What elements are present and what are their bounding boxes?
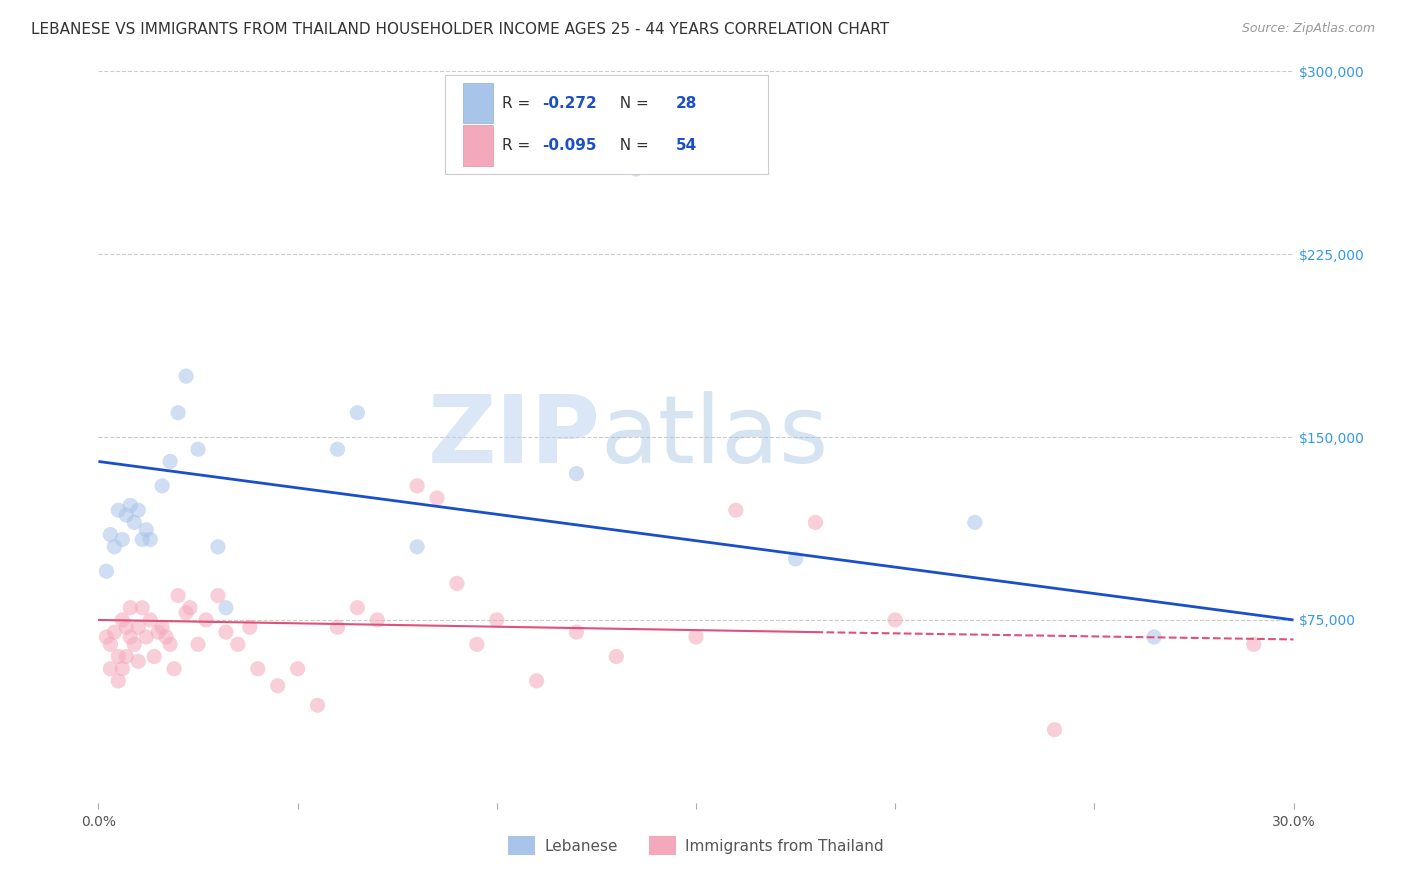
Point bbox=[685, 630, 707, 644]
Point bbox=[179, 600, 201, 615]
Point bbox=[605, 649, 627, 664]
Point bbox=[526, 673, 548, 688]
Point bbox=[115, 508, 138, 522]
Point bbox=[135, 523, 157, 537]
Text: R =: R = bbox=[502, 95, 536, 111]
Text: LEBANESE VS IMMIGRANTS FROM THAILAND HOUSEHOLDER INCOME AGES 25 - 44 YEARS CORRE: LEBANESE VS IMMIGRANTS FROM THAILAND HOU… bbox=[31, 22, 889, 37]
Point bbox=[111, 533, 134, 547]
Point bbox=[346, 406, 368, 420]
Point bbox=[287, 662, 309, 676]
Point bbox=[159, 454, 181, 468]
Point bbox=[207, 589, 229, 603]
Point bbox=[406, 479, 429, 493]
Point bbox=[963, 516, 986, 530]
Point bbox=[127, 654, 149, 668]
Text: N =: N = bbox=[610, 138, 654, 153]
Point bbox=[724, 503, 747, 517]
Point bbox=[366, 613, 388, 627]
Point bbox=[127, 503, 149, 517]
Point bbox=[167, 406, 190, 420]
Point bbox=[131, 533, 153, 547]
Point bbox=[804, 516, 827, 530]
Point bbox=[326, 442, 349, 457]
Point bbox=[143, 649, 166, 664]
Point bbox=[215, 600, 238, 615]
Point bbox=[1043, 723, 1066, 737]
Point bbox=[246, 662, 269, 676]
Point bbox=[215, 625, 238, 640]
Point bbox=[115, 620, 138, 634]
Point bbox=[111, 662, 134, 676]
Point bbox=[195, 613, 218, 627]
Point bbox=[155, 630, 177, 644]
Point bbox=[159, 637, 181, 651]
Point bbox=[98, 527, 122, 541]
Point bbox=[124, 516, 146, 530]
Point bbox=[124, 637, 146, 651]
Point bbox=[163, 662, 186, 676]
Point bbox=[111, 613, 134, 627]
Point bbox=[150, 620, 173, 634]
Text: Source: ZipAtlas.com: Source: ZipAtlas.com bbox=[1241, 22, 1375, 36]
Point bbox=[446, 576, 468, 591]
Text: 28: 28 bbox=[676, 95, 697, 111]
Point bbox=[98, 637, 122, 651]
Point bbox=[131, 600, 153, 615]
Point bbox=[107, 673, 129, 688]
Text: -0.095: -0.095 bbox=[541, 138, 596, 153]
Point bbox=[150, 479, 173, 493]
Point bbox=[565, 467, 588, 481]
Point bbox=[406, 540, 429, 554]
Text: 54: 54 bbox=[676, 138, 697, 153]
Point bbox=[485, 613, 508, 627]
Point bbox=[1143, 630, 1166, 644]
Text: -0.272: -0.272 bbox=[541, 95, 596, 111]
Point bbox=[307, 698, 329, 713]
Point bbox=[626, 161, 648, 176]
Point bbox=[107, 503, 129, 517]
Text: R =: R = bbox=[502, 138, 536, 153]
Point bbox=[226, 637, 249, 651]
Point bbox=[167, 589, 190, 603]
Point bbox=[120, 600, 142, 615]
Bar bbox=[463, 83, 494, 123]
Point bbox=[187, 637, 209, 651]
Point bbox=[187, 442, 209, 457]
Point bbox=[120, 630, 142, 644]
Point bbox=[127, 620, 149, 634]
Point bbox=[174, 369, 197, 384]
Point bbox=[148, 625, 170, 640]
Point bbox=[346, 600, 368, 615]
Bar bbox=[463, 125, 494, 166]
Point bbox=[884, 613, 907, 627]
Point bbox=[115, 649, 138, 664]
Point bbox=[465, 137, 488, 152]
FancyBboxPatch shape bbox=[446, 75, 768, 174]
Point bbox=[96, 564, 118, 578]
Point bbox=[120, 499, 142, 513]
Point bbox=[207, 540, 229, 554]
Text: atlas: atlas bbox=[600, 391, 828, 483]
Point bbox=[465, 637, 488, 651]
Point bbox=[139, 533, 162, 547]
Point bbox=[96, 630, 118, 644]
Point bbox=[326, 620, 349, 634]
Text: ZIP: ZIP bbox=[427, 391, 600, 483]
Point bbox=[174, 606, 197, 620]
Point bbox=[103, 625, 125, 640]
Point bbox=[107, 649, 129, 664]
Point bbox=[135, 630, 157, 644]
Point bbox=[139, 613, 162, 627]
Legend: Lebanese, Immigrants from Thailand: Lebanese, Immigrants from Thailand bbox=[502, 830, 890, 861]
Point bbox=[267, 679, 290, 693]
Point bbox=[426, 491, 449, 505]
Point bbox=[103, 540, 125, 554]
Point bbox=[98, 662, 122, 676]
Point bbox=[785, 552, 807, 566]
Point bbox=[1243, 637, 1265, 651]
Point bbox=[239, 620, 262, 634]
Text: N =: N = bbox=[610, 95, 654, 111]
Point bbox=[565, 625, 588, 640]
